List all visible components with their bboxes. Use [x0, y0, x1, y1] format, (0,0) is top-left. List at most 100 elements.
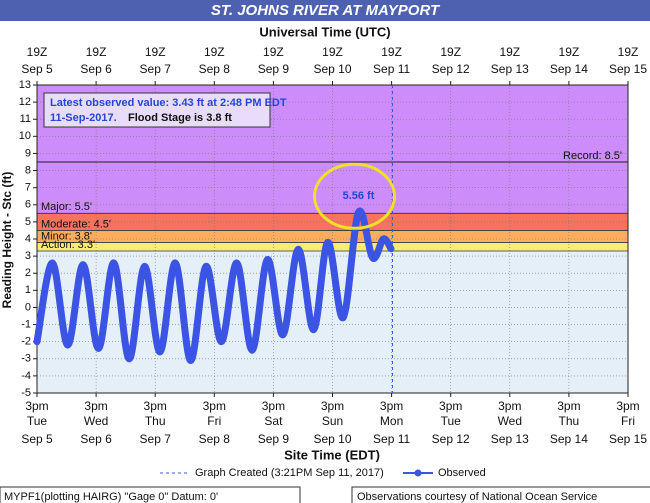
- x2-tick-date: Sep 10: [313, 62, 351, 76]
- x-tick-day: Tue: [441, 414, 462, 428]
- x-tick-day: Fri: [621, 414, 635, 428]
- footer-box: [351, 486, 650, 503]
- x-tick-day: Wed: [498, 414, 522, 428]
- stage-label: Action: 3.3': [41, 239, 95, 251]
- y-tick-label: 11: [20, 113, 31, 125]
- y-tick-label: -1: [21, 318, 31, 330]
- footer-right: Observations courtesy of National Ocean …: [357, 491, 597, 503]
- x-tick-date: Sep 12: [432, 432, 470, 446]
- x-tick-date: Sep 11: [373, 432, 410, 446]
- x2-tick-label: 19Z: [381, 45, 402, 59]
- x-tick-label: 3pm: [25, 399, 48, 413]
- x2-tick-label: 19Z: [263, 45, 284, 59]
- x2-tick-label: 19Z: [27, 45, 48, 59]
- stage-label: Moderate: 4.5': [41, 218, 111, 230]
- x2-tick-date: Sep 9: [258, 62, 290, 76]
- x2-tick-label: 19Z: [204, 45, 225, 59]
- y-tick-label: -4: [21, 370, 31, 382]
- x2-tick-date: Sep 12: [432, 62, 470, 76]
- footer-left: MYPF1(plotting HAIRG) "Gage 0" Datum: 0': [4, 491, 218, 503]
- x-tick-date: Sep 5: [21, 432, 53, 446]
- legend-dot: [414, 469, 422, 477]
- stage-label: Minor: 3.8': [41, 230, 92, 242]
- x2-tick-label: 19Z: [440, 45, 461, 59]
- y-tick-label: -3: [21, 353, 31, 365]
- y-tick-label: 9: [25, 147, 31, 159]
- x2-tick-date: Sep 13: [491, 62, 529, 76]
- x2-tick-date: Sep 5: [21, 62, 53, 76]
- stage-label: Major: 5.5': [41, 201, 92, 213]
- top-axis-title: Universal Time (UTC): [259, 24, 390, 39]
- highlight-circle: [313, 162, 397, 230]
- y-tick-label: -5: [21, 387, 31, 399]
- latest-date: 11-Sep-2017.: [50, 112, 117, 124]
- x-tick-label: 3pm: [616, 399, 639, 413]
- x-tick-day: Tue: [27, 414, 48, 428]
- x2-tick-label: 19Z: [499, 45, 520, 59]
- latest-flood: Flood Stage is 3.8 ft: [128, 112, 232, 124]
- x-tick-label: 3pm: [498, 399, 521, 413]
- x2-tick-date: Sep 6: [80, 62, 112, 76]
- latest-line1: Latest observed value: 3.43 ft at 2:48 P…: [50, 97, 287, 109]
- x-tick-date: Sep 14: [550, 432, 588, 446]
- footer-box: [0, 486, 301, 503]
- x-tick-date: Sep 15: [609, 432, 647, 446]
- x-tick-label: 3pm: [262, 399, 285, 413]
- y-tick-label: 0: [25, 301, 31, 313]
- stage-band: [37, 230, 628, 243]
- x-tick-day: Sun: [322, 414, 343, 428]
- x2-tick-label: 19Z: [145, 45, 166, 59]
- peak-label: 5.56 ft: [343, 190, 375, 202]
- x-tick-date: Sep 13: [491, 432, 529, 446]
- x-tick-label: 3pm: [439, 399, 462, 413]
- y-tick-label: 13: [19, 79, 31, 91]
- legend-created: Graph Created (3:21PM Sep 11, 2017): [195, 467, 384, 479]
- x-tick-day: Sat: [264, 414, 283, 428]
- x2-tick-label: 19Z: [86, 45, 107, 59]
- x-tick-date: Sep 10: [313, 432, 351, 446]
- y-tick-label: 6: [25, 199, 31, 211]
- y-tick-label: 1: [25, 284, 31, 296]
- x-tick-date: Sep 7: [140, 432, 172, 446]
- y-tick-label: 10: [19, 130, 31, 142]
- x2-tick-label: 19Z: [559, 45, 580, 59]
- y-tick-label: 4: [25, 233, 31, 245]
- x-tick-label: 3pm: [84, 399, 107, 413]
- latest-box: [43, 92, 271, 128]
- series-line: [33, 207, 395, 364]
- x2-tick-date: Sep 15: [609, 62, 647, 76]
- x-tick-date: Sep 9: [258, 432, 290, 446]
- x-tick-label: 3pm: [144, 399, 167, 413]
- y-tick-label: 3: [25, 250, 31, 262]
- y-tick-label: 12: [19, 96, 31, 108]
- x-axis-title: Site Time (EDT): [284, 447, 380, 462]
- y-tick-label: -2: [21, 336, 31, 348]
- x-tick-label: 3pm: [203, 399, 226, 413]
- x2-tick-date: Sep 14: [550, 62, 588, 76]
- x-tick-label: 3pm: [557, 399, 580, 413]
- x2-tick-label: 19Z: [322, 45, 343, 59]
- x-tick-day: Wed: [84, 414, 108, 428]
- x2-tick-date: Sep 8: [199, 62, 231, 76]
- y-tick-label: 7: [25, 182, 31, 194]
- x-tick-day: Fri: [207, 414, 221, 428]
- title-bar: [0, 0, 650, 21]
- x2-tick-date: Sep 7: [140, 62, 172, 76]
- chart-title: ST. JOHNS RIVER AT MAYPORT: [211, 2, 441, 19]
- x-tick-date: Sep 8: [199, 432, 231, 446]
- y-axis-title: Reading Height - Stc (ft): [0, 172, 14, 309]
- x2-tick-date: Sep 11: [373, 62, 410, 76]
- x-tick-label: 3pm: [380, 399, 403, 413]
- x-tick-day: Mon: [380, 414, 403, 428]
- y-tick-label: 5: [25, 216, 31, 228]
- y-tick-label: 2: [25, 267, 31, 279]
- y-tick-label: 8: [25, 164, 31, 176]
- legend: Graph Created (3:21PM Sep 11, 2017) Obse…: [160, 467, 486, 479]
- x2-tick-label: 19Z: [618, 45, 639, 59]
- x-tick-label: 3pm: [321, 399, 344, 413]
- x-tick-day: Thu: [145, 414, 166, 428]
- x-tick-day: Thu: [559, 414, 580, 428]
- x-tick-date: Sep 6: [80, 432, 112, 446]
- legend-label: Observed: [438, 467, 486, 479]
